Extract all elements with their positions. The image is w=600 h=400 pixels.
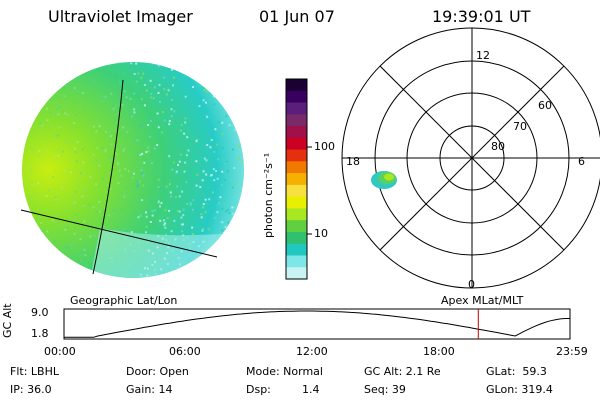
mlt-label-18: 18 [346, 155, 360, 168]
colorbar-segment [286, 161, 307, 174]
seq-info: Seq: 39 [364, 383, 406, 396]
filter-info: Flt: LBHL [10, 365, 59, 378]
polar-plot [341, 27, 600, 289]
door-info: Door: Open [126, 365, 189, 378]
colorbar-tick-100: 100 [314, 140, 335, 153]
mlt-label-0: 0 [468, 278, 475, 291]
altitude-ylabel: GC Alt [1, 303, 14, 338]
auroral-spot [371, 171, 397, 189]
colorbar-segment [286, 220, 307, 233]
gc-alt-info: GC Alt: 2.1 Re [364, 365, 441, 378]
lat-label-80: 80 [491, 140, 505, 153]
colorbar-segment [286, 137, 307, 151]
gain-info: Gain: 14 [126, 383, 173, 396]
lat-label-70: 70 [513, 120, 527, 133]
altitude-plot [63, 308, 571, 340]
dsp-value: 1.4 [302, 383, 320, 396]
time-label: 19:39:01 UT [432, 7, 531, 26]
ip-info: IP: 36.0 [10, 383, 52, 396]
colorbar-segment [286, 255, 307, 268]
altitude-ymax: 9.0 [31, 306, 49, 319]
earth-disc-image [20, 62, 244, 278]
mode-info: Mode: Normal [246, 365, 323, 378]
colorbar-segment [286, 243, 307, 257]
apex-grid-label: Apex MLat/MLT [441, 294, 524, 307]
colorbar-segment [286, 79, 307, 92]
mlt-label-12: 12 [476, 49, 490, 62]
colorbar-segment [286, 267, 307, 280]
colorbar-segment [286, 196, 307, 210]
colorbar-segment [286, 149, 307, 162]
colorbar [286, 79, 307, 280]
xtick-1200: 12:00 [296, 345, 328, 358]
latitude-line [20, 209, 218, 258]
colorbar-segment [286, 208, 307, 221]
geographic-grid-label: Geographic Lat/Lon [70, 294, 178, 307]
xtick-1800: 18:00 [423, 345, 455, 358]
longitude-line [92, 79, 124, 275]
mlt-label-6: 6 [578, 155, 585, 168]
colorbar-segment [286, 102, 307, 115]
xtick-2359: 23:59 [556, 345, 588, 358]
xtick-0600: 06:00 [169, 345, 201, 358]
glat-info: GLat: 59.3 [486, 365, 547, 378]
colorbar-segment [286, 231, 307, 245]
colorbar-segment [286, 173, 307, 186]
colorbar-segment [286, 114, 307, 127]
instrument-title: Ultraviolet Imager [48, 7, 193, 26]
colorbar-tick-10: 10 [314, 227, 328, 240]
glon-info: GLon: 319.4 [486, 383, 553, 396]
colorbar-segment [286, 184, 307, 198]
xtick-0000: 00:00 [44, 345, 76, 358]
colorbar-segment [286, 126, 307, 139]
colorbar-unit-label: photon cm⁻²s⁻¹ [262, 152, 275, 238]
lat-label-60: 60 [538, 99, 552, 112]
colorbar-segment [286, 90, 307, 104]
dsp-label: Dsp: [246, 383, 271, 396]
date-label: 01 Jun 07 [259, 7, 335, 26]
altitude-ymin: 1.8 [31, 327, 49, 340]
